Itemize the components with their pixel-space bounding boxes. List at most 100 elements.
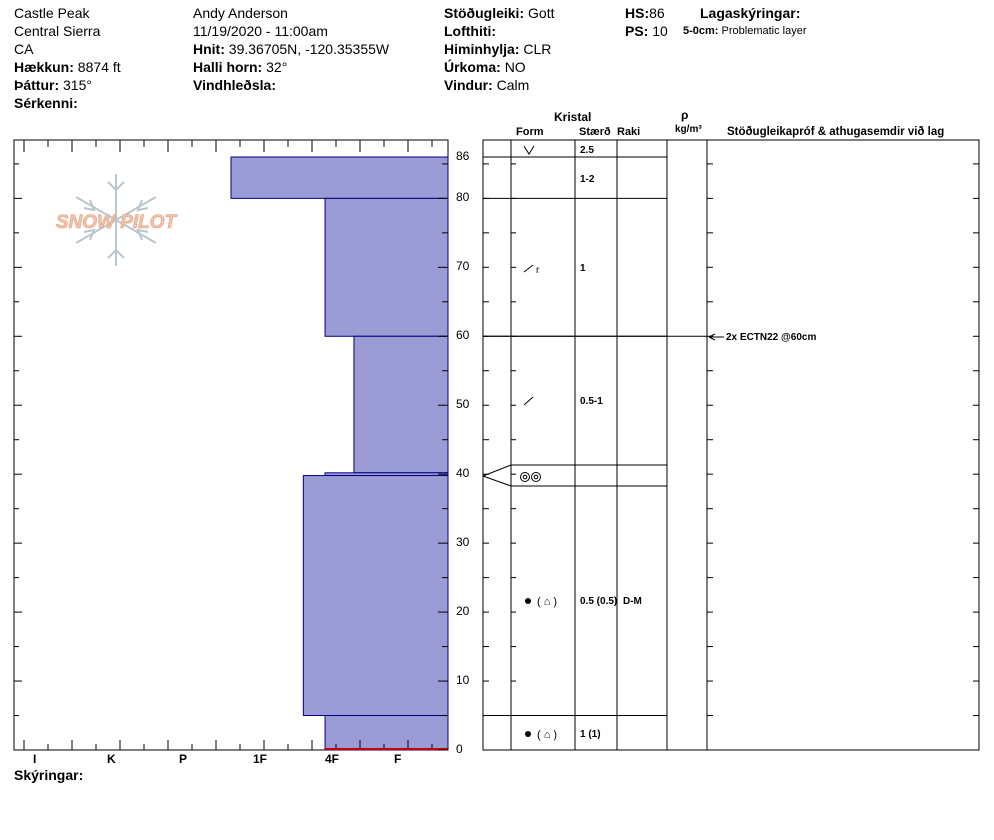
site-location: Castle Peak xyxy=(14,5,90,21)
logo-text: SNOW PILOT xyxy=(56,212,178,233)
snowflake-icon: SNOW PILOT xyxy=(56,174,178,266)
aspect-value: 315° xyxy=(63,77,92,93)
layer-boundaries xyxy=(483,156,707,717)
depth-label: 20 xyxy=(456,604,470,619)
site-range: Central Sierra xyxy=(14,23,101,39)
precip-particle-icon xyxy=(523,145,535,155)
depth-label: 86 xyxy=(456,149,470,163)
slope-value: 32° xyxy=(266,59,288,75)
depth-label: 40 xyxy=(456,466,470,481)
depth-label: 60 xyxy=(456,328,470,343)
aspect: Þáttur: 315° xyxy=(14,76,92,94)
depth-label: 0 xyxy=(456,742,463,756)
precipitation: Úrkoma: NO xyxy=(444,58,526,76)
elevation-value: 8874 ft xyxy=(77,59,121,75)
layer-note-text: Problematic layer xyxy=(721,25,807,37)
air-temp: Lofthiti: xyxy=(444,22,496,40)
aspect-label: Þáttur: xyxy=(14,77,60,93)
column-moisture: Raki xyxy=(617,126,641,138)
wind-loading-label: Vindhleðsla: xyxy=(193,77,276,93)
depth-label: 10 xyxy=(456,673,470,688)
layer-size-1: 2.5 xyxy=(580,145,594,156)
column-density: kg/m³ xyxy=(675,124,702,135)
observer-name: Andy Anderson xyxy=(193,5,288,21)
hardness-label: 1F xyxy=(253,752,268,766)
surface-hoar-icon-2 xyxy=(531,472,541,482)
features-label: Sérkenni: xyxy=(14,95,78,111)
coords-value: 39.36705N, -120.35355W xyxy=(228,41,390,57)
hs-label: HS: xyxy=(625,5,650,21)
notes-label: Skýringar: xyxy=(14,767,84,783)
layer-moisture-5: D-M xyxy=(623,596,642,607)
layer-size-5: 0.5 (0.5) xyxy=(580,596,618,607)
slope-label: Halli horn: xyxy=(193,59,263,75)
surface-hoar-icon-inner xyxy=(522,474,528,480)
column-crystal: Kristal xyxy=(554,110,592,124)
hardness-bar-3 xyxy=(353,335,449,474)
hardness-label: 4F xyxy=(325,752,340,766)
decomposing-particle-icon-2 xyxy=(523,396,534,406)
hardness-label: I xyxy=(33,752,37,766)
wind-label: Vindur: xyxy=(444,77,493,93)
column-form: Form xyxy=(516,126,544,138)
stability-value: Gott xyxy=(528,5,555,21)
stability-test-result: 2x ECTN22 @60cm xyxy=(726,332,817,343)
snowpilot-logo: SNOW PILOT xyxy=(38,172,194,268)
decomposing-particle-suffix: r xyxy=(536,265,540,276)
observation-datetime: 11/19/2020 - 11:00am xyxy=(193,23,328,39)
elevation-label: Hækkun: xyxy=(14,59,74,75)
layer-note: 5-0cm: Problematic layer xyxy=(683,22,807,40)
depth-label: 80 xyxy=(456,190,470,205)
precip-label: Úrkoma: xyxy=(444,59,501,75)
layer-connector xyxy=(482,464,512,487)
coordinates: Hnit: 39.36705N, -120.35355W xyxy=(193,40,389,58)
faceted-rounded-icon: ( ⌂ ) xyxy=(537,596,557,608)
hardness-bar-5 xyxy=(302,475,449,717)
slope-angle: Halli horn: 32° xyxy=(193,58,287,76)
surface-hoar-icon-2-inner xyxy=(533,474,539,480)
features: Sérkenni: xyxy=(14,94,78,112)
hardness-label: K xyxy=(107,752,116,766)
column-tests: Stöðugleikapróf & athugasemdir við lag xyxy=(727,126,945,138)
sky-cover: Himinhylja: CLR xyxy=(444,40,551,58)
column-rho: ρ xyxy=(681,108,689,122)
ps-value: 10 xyxy=(652,23,668,39)
depth-label: 50 xyxy=(456,397,470,412)
wind-value: Calm xyxy=(496,77,530,93)
hardness-bar-6 xyxy=(324,715,449,751)
hardness-label: F xyxy=(394,752,402,766)
rounded-grain-icon-2 xyxy=(525,731,531,737)
depth-label: 70 xyxy=(456,259,470,274)
elevation: Hækkun: 8874 ft xyxy=(14,58,121,76)
hardness-bar-2 xyxy=(324,197,449,337)
ps-label: PS: xyxy=(625,23,649,39)
rounded-grain-icon xyxy=(525,598,531,604)
precip-value: NO xyxy=(504,59,526,75)
notes: Skýringar: xyxy=(14,766,83,784)
hardness-bars xyxy=(230,156,449,751)
air-temp-label: Lofthiti: xyxy=(444,23,497,39)
sky-label: Himinhylja: xyxy=(444,41,520,57)
hardness-label: P xyxy=(179,752,188,766)
surface-hoar-icon xyxy=(520,472,530,482)
wind-loading: Vindhleðsla: xyxy=(193,76,276,94)
site-state: CA xyxy=(14,41,34,57)
stability-label: Stöðugleiki: xyxy=(444,5,525,21)
faceted-rounded-icon-2: ( ⌂ ) xyxy=(537,729,557,741)
depth-axis-ticks xyxy=(438,163,979,751)
decomposing-particle-icon xyxy=(523,264,534,273)
penetration: PS: 10 xyxy=(625,22,668,40)
snow-height: HS:86 xyxy=(625,4,665,22)
layer-size-2: 1-2 xyxy=(580,174,595,185)
arrow-head-icon xyxy=(708,333,716,341)
depth-label: 30 xyxy=(456,535,470,550)
layer-size-3: 1 xyxy=(580,263,586,274)
column-size: Stærð xyxy=(579,126,611,138)
sky-value: CLR xyxy=(523,41,552,57)
layer-note-depth: 5-0cm: xyxy=(683,25,719,37)
coords-label: Hnit: xyxy=(193,41,225,57)
layer-size-4: 0.5-1 xyxy=(580,396,603,407)
layer-size-6: 1 (1) xyxy=(580,729,601,740)
layer-table-frame xyxy=(482,139,980,751)
